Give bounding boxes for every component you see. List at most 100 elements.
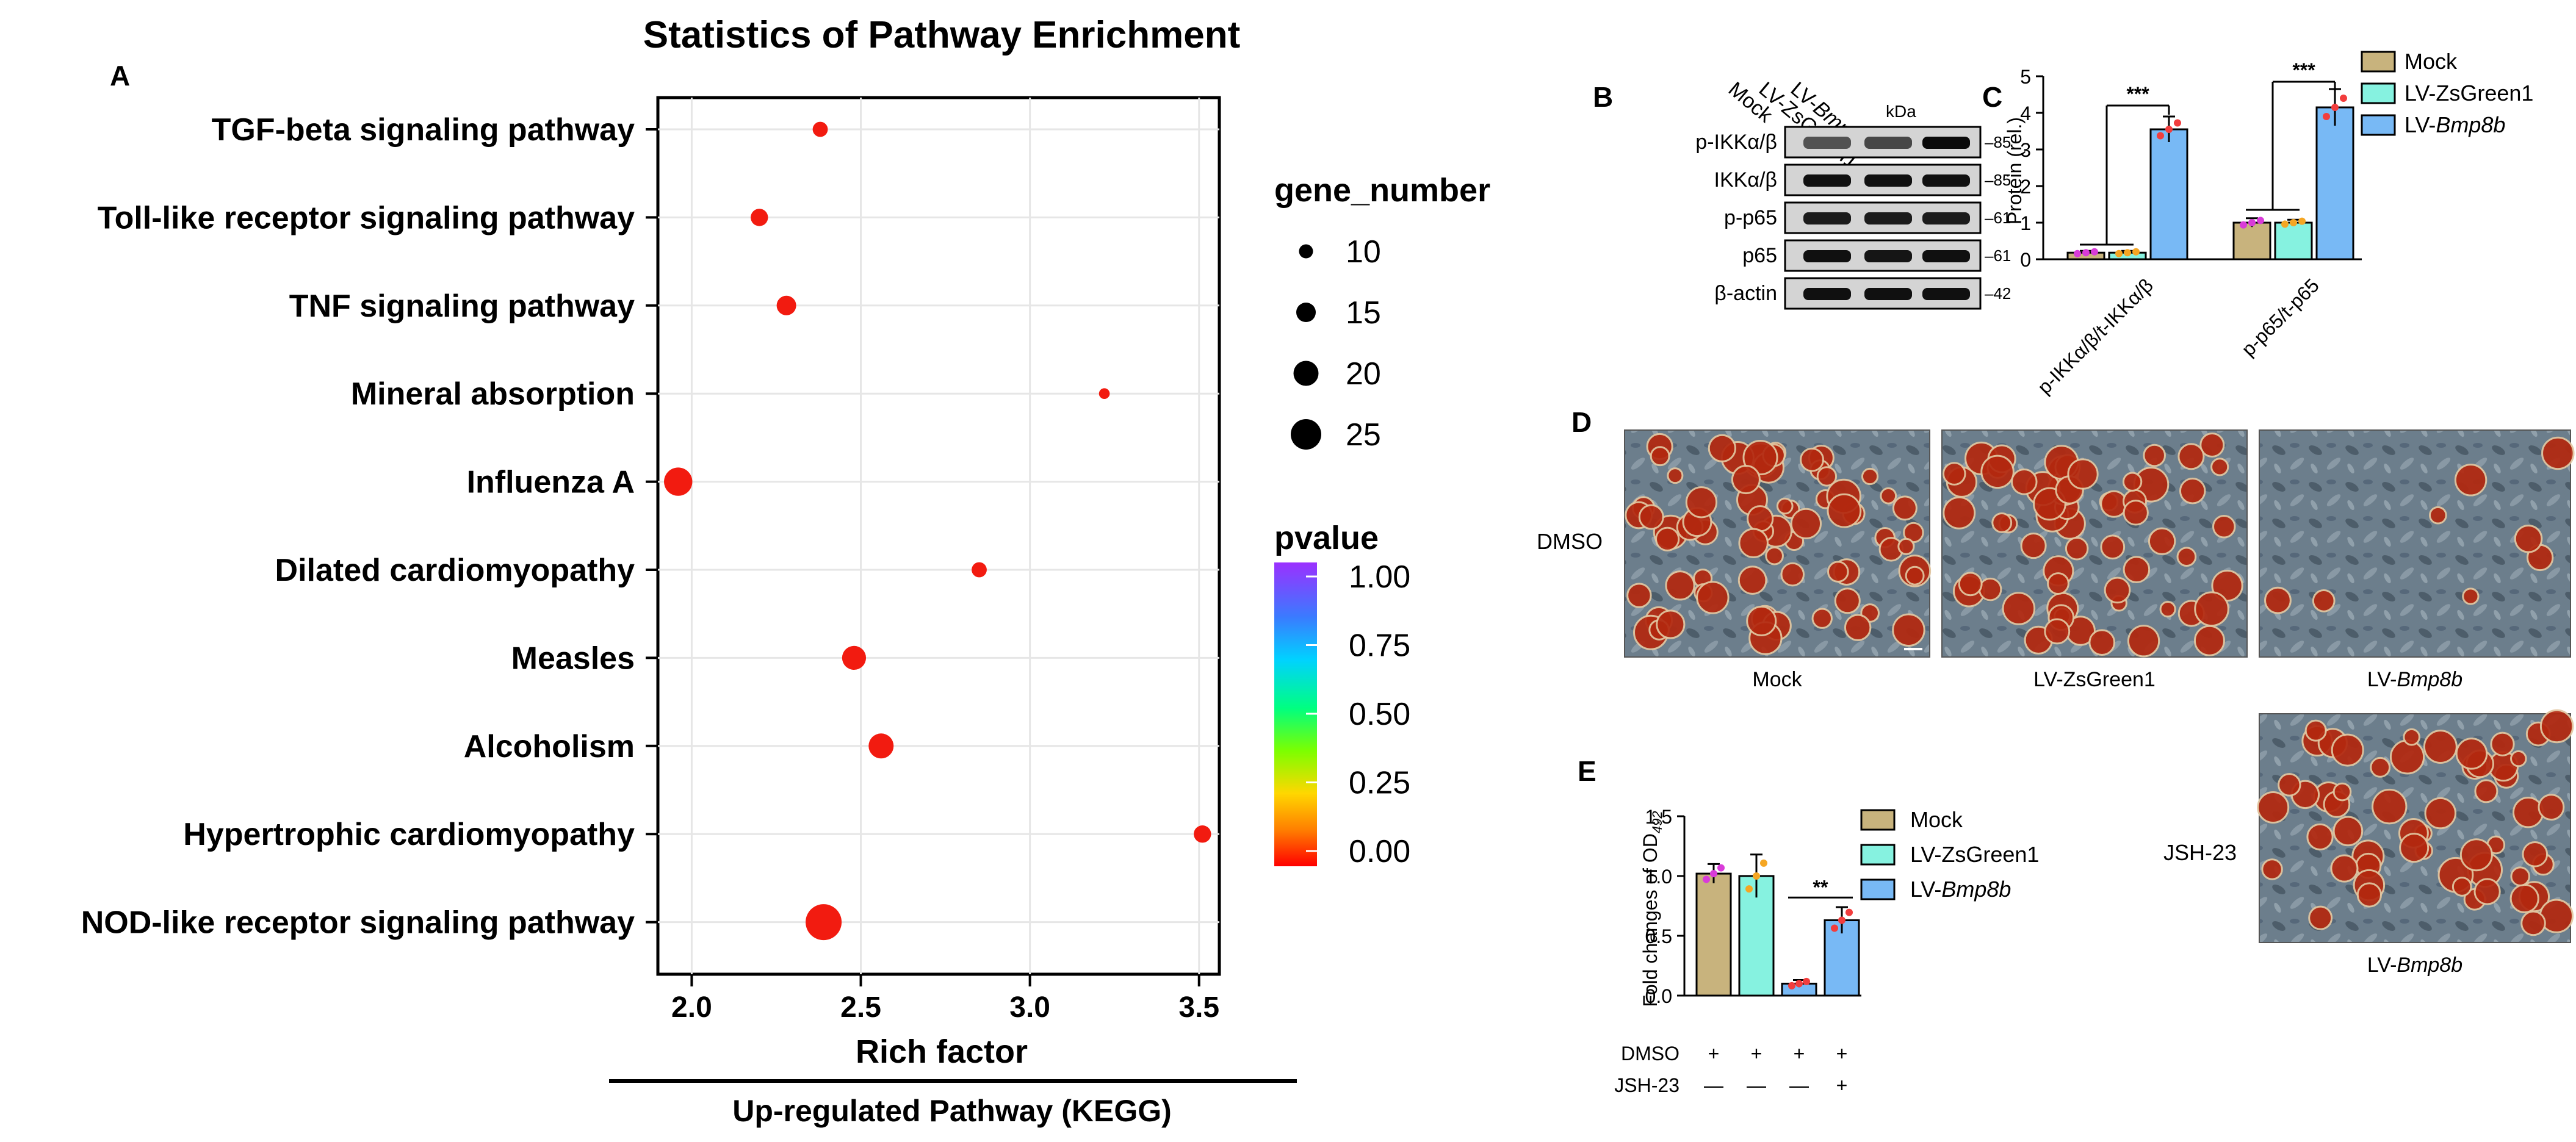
- size-legend-title: gene_number: [1274, 172, 1490, 209]
- size-legend-value: 20: [1346, 356, 1381, 392]
- lipid-droplet-cell: [1738, 528, 1769, 558]
- lipid-droplet-cell: [2257, 791, 2290, 824]
- lipid-droplet-cell: [2020, 533, 2047, 559]
- data-point: [2115, 250, 2123, 257]
- lipid-droplet-cell: [2211, 569, 2243, 602]
- caption-italic: Bmp8b: [2397, 953, 2462, 977]
- data-point: [1803, 977, 1810, 985]
- row-label-jsh23: JSH-23: [2163, 840, 2237, 865]
- y-tick-label: 4: [2020, 102, 2031, 124]
- lipid-droplet-cell: [1834, 587, 1861, 614]
- lipid-droplet-cell: [1737, 566, 1767, 595]
- lipid-droplet-cell: [2308, 905, 2333, 930]
- y-tick-label: 1: [2020, 212, 2031, 234]
- lipid-droplet-cell: [2002, 592, 2036, 625]
- size-legend: 10 15 20 25: [1291, 234, 1381, 453]
- condition-mark: —: [1747, 1074, 1766, 1096]
- lipid-droplet-cell: [1665, 570, 1695, 601]
- x-tick-label: 2.5: [840, 991, 881, 1024]
- lipid-droplet-cell: [1816, 466, 1838, 487]
- y-tick-label: 1.0: [1645, 866, 1672, 888]
- bubble-point: [776, 295, 796, 315]
- blot-row-label: p-IKKα/β: [1695, 131, 1777, 154]
- lipid-droplet-cell: [1780, 562, 1805, 587]
- lipid-droplet-cell: [1747, 505, 1774, 533]
- category-label: p-p65/t-p65: [2237, 274, 2323, 360]
- lipid-droplet-cell: [2212, 514, 2236, 539]
- lipid-droplet-cell: [2143, 444, 2166, 467]
- blot-band: [1864, 174, 1912, 187]
- lipid-droplet-cell: [2278, 773, 2301, 797]
- legend-label: Mock: [2405, 49, 2458, 74]
- y-tick-label: 0.5: [1645, 925, 1672, 947]
- data-point: [1845, 908, 1853, 916]
- blot-band: [1803, 288, 1851, 300]
- x-axis-ticks: 2.0 2.5 3.0 3.5: [671, 974, 1219, 1024]
- pathway-label: Toll-like receptor signaling pathway: [98, 200, 635, 235]
- lipid-droplet-cell: [2176, 547, 2197, 567]
- lipid-droplet-cell: [1650, 446, 1670, 467]
- color-legend-title: pvalue: [1274, 520, 1379, 556]
- lipid-droplet-cell: [1708, 434, 1736, 462]
- lipid-droplet-cell: [2509, 883, 2539, 914]
- od-bar-chart: 0.0 0.5 1.0 1.5 **: [1645, 806, 1861, 1007]
- x-tick-label: 3.5: [1178, 991, 1219, 1024]
- kda-marker: –85: [1985, 133, 2011, 151]
- panel-d-label: D: [1571, 406, 1592, 438]
- lipid-droplet-cell: [2510, 866, 2530, 886]
- bubble-point: [812, 121, 828, 137]
- lipid-droplet-cell: [1980, 454, 2015, 489]
- pathway-labels: TGF-beta signaling pathway Toll-like rece…: [81, 112, 658, 941]
- pathway-label: TNF signaling pathway: [289, 289, 635, 324]
- lipid-droplet-cell: [1905, 566, 1925, 586]
- data-point: [1753, 872, 1760, 880]
- blot-band: [1864, 137, 1912, 149]
- lipid-droplet-cell: [2330, 854, 2359, 883]
- category-label: p-IKKα/β/t-IKKα/β: [2033, 274, 2157, 398]
- lipid-droplet-cell: [1880, 487, 1897, 505]
- lipid-droplet-cell: [2462, 587, 2480, 605]
- panel-c: C Protein (rel.) 0 1 2 3 4 5 p-IKKα/β/t-IKKα/β…: [1982, 49, 2533, 398]
- bubble-point: [751, 209, 768, 226]
- lipid-droplet-cell: [2423, 730, 2458, 764]
- caption-italic: Bmp8b: [2397, 668, 2462, 691]
- data-point: [2323, 113, 2330, 120]
- lipid-droplet-cell: [2403, 728, 2420, 746]
- lipid-droplet-cell: [2312, 589, 2336, 612]
- bar: [2149, 128, 2188, 260]
- data-point: [2074, 250, 2081, 257]
- pathway-label: Mineral absorption: [351, 376, 635, 412]
- lipid-droplet-cell: [1765, 546, 1784, 566]
- blot-band: [1803, 250, 1851, 262]
- lipid-droplet-cell: [2264, 586, 2292, 614]
- lipid-droplet-cell: [2538, 794, 2565, 821]
- lipid-droplet-cell: [2332, 816, 2364, 847]
- pathway-label: Alcoholism: [464, 729, 635, 764]
- lipid-droplet-cell: [1696, 581, 1730, 614]
- micrograph-caption: LV-Bmp8b: [2367, 953, 2462, 977]
- lipid-droplet-cell: [1943, 496, 1976, 530]
- micrograph-caption: LV-Bmp8b: [2367, 668, 2462, 691]
- legend-label-italic: Bmp8b: [1941, 877, 2011, 902]
- blot-row-label: p65: [1742, 244, 1777, 267]
- significance-marker: **: [1813, 876, 1828, 898]
- legend-swatch: [1860, 878, 1896, 900]
- lipid-droplet-cell: [2455, 738, 2488, 770]
- colorbar-tick-label: 0.50: [1349, 697, 1410, 732]
- lipid-droplet-cell: [1844, 614, 1872, 641]
- pathway-label: Influenza A: [467, 465, 635, 500]
- blot-band: [1803, 137, 1851, 149]
- lipid-droplet-cell: [2193, 625, 2225, 656]
- bubble-points: [664, 121, 1211, 941]
- lipid-droplet-cell: [1942, 462, 1966, 486]
- colorbar-tick-label: 0.75: [1349, 628, 1410, 664]
- micrograph-caption: LV-ZsGreen1: [2033, 668, 2156, 691]
- data-point: [2298, 217, 2306, 225]
- data-point: [2290, 219, 2297, 226]
- bubble-point: [664, 467, 693, 496]
- bar: [2274, 221, 2313, 260]
- blot-row-label: β-actin: [1714, 282, 1777, 305]
